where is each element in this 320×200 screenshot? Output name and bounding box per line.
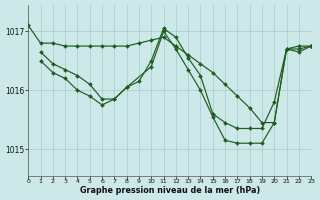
X-axis label: Graphe pression niveau de la mer (hPa): Graphe pression niveau de la mer (hPa) xyxy=(80,186,260,195)
